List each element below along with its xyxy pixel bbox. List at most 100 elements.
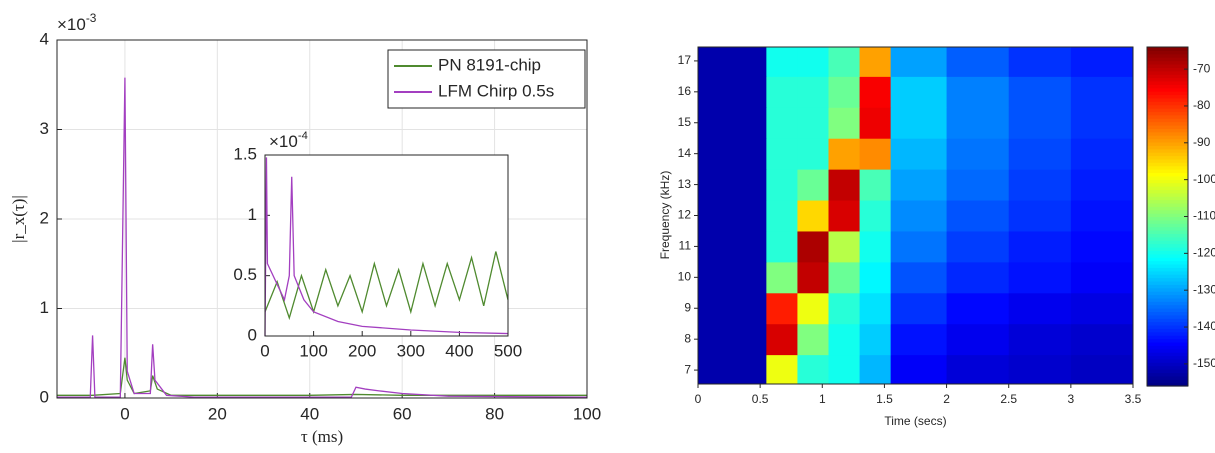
heat-cell (1070, 261, 1134, 294)
colorbar-step (1147, 135, 1188, 140)
colorbar-step (1147, 358, 1188, 363)
colorbar-step (1147, 233, 1188, 238)
heat-cell (1070, 169, 1134, 201)
heat-cell (890, 76, 948, 108)
heat-cell (946, 230, 1010, 263)
plot-area (265, 155, 508, 336)
colorbar-step (1147, 301, 1188, 306)
heat-cell (766, 354, 798, 385)
heat-cell (766, 47, 798, 77)
colorbar-step (1147, 128, 1188, 133)
heat-cell (1008, 292, 1072, 325)
heat-cell (698, 354, 767, 385)
colorbar-step (1147, 97, 1188, 102)
heat-cell (859, 323, 892, 356)
colorbar-step (1147, 223, 1188, 228)
heat-cell (946, 261, 1010, 294)
heat-cell (1070, 138, 1134, 170)
colorbar-step (1147, 213, 1188, 218)
heat-cell (1008, 200, 1072, 232)
colorbar-step (1147, 84, 1188, 89)
x-tick-label: 200 (348, 341, 376, 360)
heat-cell (797, 138, 829, 170)
x-tick-label: 40 (300, 404, 319, 423)
colorbar-step (1147, 284, 1188, 289)
legend-label: LFM Chirp 0.5s (438, 81, 554, 100)
colorbar-step (1147, 243, 1188, 248)
heat-cell (766, 138, 798, 170)
colorbar-step (1147, 74, 1188, 79)
colorbar-step (1147, 219, 1188, 224)
heat-cell (946, 138, 1010, 170)
heat-cell (828, 138, 861, 170)
heat-cell (828, 292, 861, 325)
colorbar-tick-label: -100 (1193, 172, 1215, 186)
x-tick-label: 0.5 (752, 392, 769, 406)
data-line (57, 77, 588, 398)
heat-cell (797, 354, 829, 385)
colorbar-step (1147, 118, 1188, 123)
x-tick-label: 20 (208, 404, 227, 423)
colorbar-step (1147, 104, 1188, 109)
heat-cell (698, 292, 767, 325)
heat-cell (1008, 323, 1072, 356)
heat-cell (698, 138, 767, 170)
heat-cell (1070, 354, 1134, 385)
colorbar-step (1147, 369, 1188, 374)
heat-cell (890, 323, 948, 356)
heat-cell (1008, 261, 1072, 294)
y-tick-label: 7 (684, 362, 691, 376)
heat-cell (946, 169, 1010, 201)
colorbar-step (1147, 165, 1188, 170)
y-axis-label: |r_x(τ)| (9, 195, 28, 243)
colorbar-step (1147, 321, 1188, 326)
colorbar-step (1147, 67, 1188, 72)
y-tick-label: 3 (40, 119, 49, 138)
heat-cell (698, 107, 767, 139)
colorbar-step (1147, 145, 1188, 150)
colorbar-step (1147, 304, 1188, 309)
colorbar-step (1147, 53, 1188, 58)
y-tick-label: 13 (678, 177, 692, 191)
colorbar-step (1147, 91, 1188, 96)
y-tick-label: 4 (40, 29, 49, 48)
colorbar-step (1147, 199, 1188, 204)
colorbar-step (1147, 131, 1188, 136)
colorbar-step (1147, 121, 1188, 126)
colorbar-step (1147, 267, 1188, 272)
colorbar-step (1147, 94, 1188, 99)
x-tick-label: 300 (397, 341, 425, 360)
y-exponent: ×10-3 (57, 11, 97, 34)
colorbar-step (1147, 226, 1188, 231)
colorbar-step (1147, 382, 1188, 387)
heat-cell (946, 47, 1010, 77)
heat-cell (1070, 323, 1134, 356)
y-tick-label: 1.5 (233, 144, 257, 163)
heat-cell (828, 47, 861, 77)
x-tick-label: 500 (494, 341, 522, 360)
heat-cell (890, 292, 948, 325)
y-tick-label: 2 (40, 208, 49, 227)
x-tick-label: 0 (695, 392, 702, 406)
heat-cell (1070, 107, 1134, 139)
colorbar-step (1147, 216, 1188, 221)
y-tick-label: 17 (678, 53, 692, 67)
colorbar-step (1147, 206, 1188, 211)
x-tick-label: 80 (485, 404, 504, 423)
colorbar-step (1147, 111, 1188, 116)
x-tick-label: 3.5 (1125, 392, 1142, 406)
heat-cell (698, 200, 767, 232)
heat-cell (797, 261, 829, 294)
heat-cell (859, 169, 892, 201)
heat-cell (698, 47, 767, 77)
colorbar-step (1147, 338, 1188, 343)
colorbar-step (1147, 297, 1188, 302)
colorbar-step (1147, 114, 1188, 119)
colorbar-step (1147, 250, 1188, 255)
colorbar-step (1147, 162, 1188, 167)
exponent-base: ×10 (57, 15, 86, 34)
heat-cell (797, 292, 829, 325)
heat-cell (1008, 138, 1072, 170)
heat-cell (1070, 292, 1134, 325)
colorbar-step (1147, 185, 1188, 190)
